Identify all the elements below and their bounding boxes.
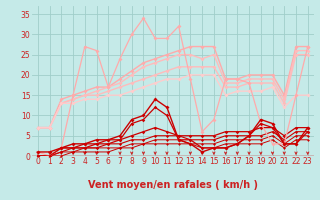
X-axis label: Vent moyen/en rafales ( km/h ): Vent moyen/en rafales ( km/h ) — [88, 180, 258, 190]
